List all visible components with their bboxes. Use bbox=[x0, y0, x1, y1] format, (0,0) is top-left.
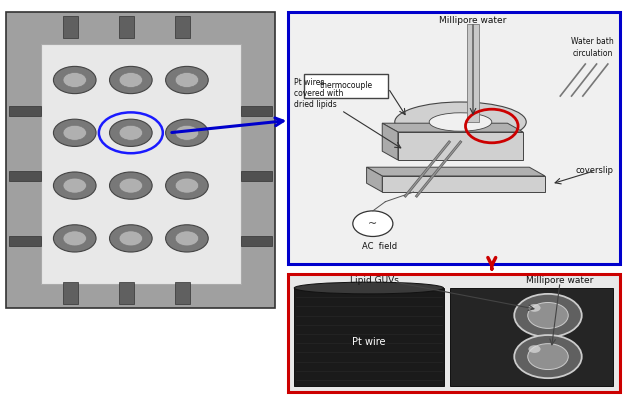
Bar bbox=[304, 74, 388, 98]
Circle shape bbox=[528, 344, 568, 370]
Bar bbox=[449, 288, 613, 386]
Text: ~: ~ bbox=[368, 219, 377, 229]
Circle shape bbox=[119, 72, 143, 88]
Bar bbox=[241, 236, 272, 246]
Bar bbox=[175, 282, 190, 304]
Circle shape bbox=[166, 225, 208, 252]
Circle shape bbox=[63, 231, 86, 246]
Bar bbox=[288, 274, 620, 392]
Bar bbox=[294, 288, 443, 386]
Circle shape bbox=[53, 119, 96, 146]
Text: Pt wire: Pt wire bbox=[352, 337, 386, 347]
Text: Water bath
circulation: Water bath circulation bbox=[571, 37, 613, 58]
Bar bbox=[398, 132, 523, 160]
Text: Millipore water: Millipore water bbox=[439, 16, 506, 25]
Circle shape bbox=[53, 225, 96, 252]
Bar bbox=[241, 171, 272, 181]
Circle shape bbox=[175, 72, 198, 88]
Ellipse shape bbox=[294, 282, 444, 294]
Bar bbox=[9, 236, 41, 246]
Circle shape bbox=[53, 66, 96, 94]
Circle shape bbox=[119, 178, 143, 193]
Circle shape bbox=[110, 225, 152, 252]
Circle shape bbox=[110, 172, 152, 199]
Circle shape bbox=[353, 211, 393, 236]
Bar bbox=[175, 16, 190, 38]
Bar bbox=[288, 12, 620, 264]
Circle shape bbox=[528, 345, 541, 353]
Text: Pt wires
covered with
dried lipids: Pt wires covered with dried lipids bbox=[294, 78, 344, 110]
Text: Lipid GUVs: Lipid GUVs bbox=[350, 276, 399, 285]
Bar bbox=[63, 282, 78, 304]
Circle shape bbox=[528, 302, 568, 328]
Text: Millipore water: Millipore water bbox=[526, 276, 593, 285]
Circle shape bbox=[515, 294, 582, 337]
Circle shape bbox=[528, 304, 541, 312]
Bar bbox=[41, 44, 241, 284]
Polygon shape bbox=[382, 123, 523, 132]
Circle shape bbox=[175, 125, 198, 140]
Bar bbox=[9, 106, 41, 116]
Bar bbox=[9, 171, 41, 181]
Circle shape bbox=[166, 172, 208, 199]
Circle shape bbox=[515, 335, 582, 378]
Text: coverslip: coverslip bbox=[575, 166, 613, 175]
Circle shape bbox=[119, 231, 143, 246]
Ellipse shape bbox=[429, 113, 492, 131]
Bar bbox=[6, 12, 275, 308]
Bar bbox=[120, 282, 135, 304]
Bar bbox=[63, 16, 78, 38]
Circle shape bbox=[110, 119, 152, 146]
Circle shape bbox=[63, 72, 86, 88]
Bar bbox=[120, 16, 135, 38]
Circle shape bbox=[166, 119, 208, 146]
Circle shape bbox=[175, 178, 198, 193]
Circle shape bbox=[63, 178, 86, 193]
Circle shape bbox=[110, 66, 152, 94]
Circle shape bbox=[119, 125, 143, 140]
Circle shape bbox=[63, 125, 86, 140]
Circle shape bbox=[166, 66, 208, 94]
Bar bbox=[241, 106, 272, 116]
Polygon shape bbox=[367, 167, 545, 176]
Polygon shape bbox=[367, 167, 382, 192]
Circle shape bbox=[53, 172, 96, 199]
Text: thermocouple: thermocouple bbox=[319, 81, 372, 90]
Bar bbox=[382, 176, 545, 192]
Ellipse shape bbox=[395, 102, 526, 142]
Bar bbox=[468, 24, 479, 122]
Polygon shape bbox=[382, 123, 398, 160]
Circle shape bbox=[175, 231, 198, 246]
Text: AC  field: AC field bbox=[362, 242, 397, 251]
